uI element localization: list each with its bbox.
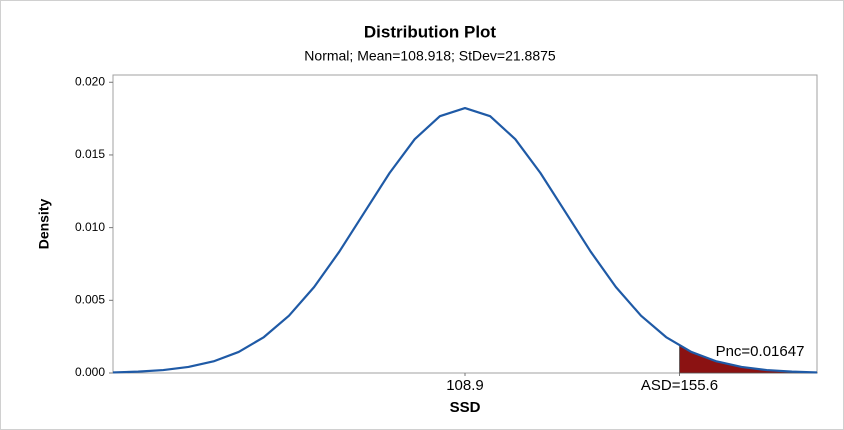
y-tick-label: 0.005 xyxy=(75,292,105,306)
y-tick-label: 0.000 xyxy=(75,365,105,379)
x-axis-label: SSD xyxy=(450,399,481,416)
chart-title: Distribution Plot xyxy=(364,22,497,41)
annotation: Pnc=0.01647 xyxy=(716,343,805,360)
x-tick-label: ASD=155.6 xyxy=(641,377,718,394)
y-tick-label: 0.010 xyxy=(75,220,105,234)
density-curve xyxy=(112,106,818,374)
y-axis-label: Density xyxy=(36,199,52,250)
x-tick-label: 108.9 xyxy=(446,377,484,394)
y-tick-label: 0.020 xyxy=(75,74,105,88)
chart-subtitle: Normal; Mean=108.918; StDev=21.8875 xyxy=(304,48,556,64)
y-tick-label: 0.015 xyxy=(75,147,105,161)
